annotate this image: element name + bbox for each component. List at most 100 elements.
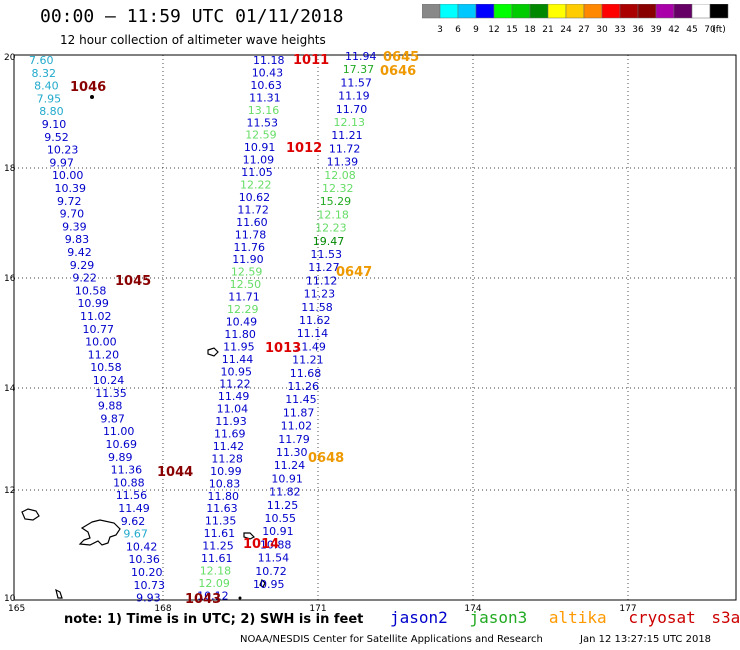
pass-time-label: 0646 [380,64,416,79]
wave-height-value: 10.83 [209,477,241,490]
wave-height-value: 11.62 [299,314,331,327]
color-swatch [691,4,711,19]
color-swatch [637,4,657,19]
wave-height-value: 10.20 [131,566,163,579]
legend-s3a: s3a [711,608,740,627]
wave-height-value: 15.29 [320,195,352,208]
wave-height-value: 10.88 [260,538,292,551]
color-swatch [457,4,477,19]
pass-time-label: 1044 [157,465,193,480]
wave-height-value: 11.31 [249,91,281,104]
pass-time-label: 1045 [115,274,151,289]
pass-time-label: 0645 [383,50,419,65]
color-scale-label: 9 [473,25,479,35]
wave-height-value: 11.49 [294,340,326,353]
wave-height-value: 10.42 [126,540,157,553]
wave-height-value: 11.09 [243,154,275,167]
wave-height-value: 11.02 [281,420,313,433]
wave-height-value: 9.42 [67,246,92,259]
pass-time-label: 1011 [293,53,329,68]
wave-height-value: 11.68 [290,367,322,380]
color-scale-label: 15 [506,25,517,35]
color-swatch [475,4,495,19]
wave-height-value: 11.12 [306,274,338,287]
color-swatch [709,4,729,19]
color-scale-label: 27 [578,25,589,35]
color-swatch [619,4,639,19]
wave-height-value: 8.40 [34,80,59,93]
wave-height-value: 11.20 [88,348,120,361]
wave-height-value: 9.70 [60,208,85,221]
latitude-tick-label: 20 [4,53,16,63]
wave-height-value: 10.00 [52,169,83,182]
color-swatch [673,4,693,19]
color-swatch [529,4,549,19]
wave-height-value: 12.23 [315,222,347,235]
pass-time-label: 0647 [336,265,372,280]
wave-height-value: 10.55 [265,512,297,525]
wave-height-value: 11.05 [241,166,272,179]
color-scale-label: 42 [668,25,679,35]
pass-time-label: 1046 [70,80,106,95]
wave-height-value: 9.62 [121,515,146,528]
wave-height-value: 11.28 [211,452,243,465]
wave-height-value: 12.13 [334,116,366,129]
wave-height-value: 11.54 [258,552,290,565]
color-swatch [655,4,675,19]
island-dot [90,95,94,99]
latitude-tick-label: 18 [4,164,16,174]
color-scale-label: 45 [686,25,697,35]
wave-height-value: 11.61 [204,527,236,540]
wave-height-value: 9.52 [44,131,69,144]
wave-height-value: 11.71 [228,291,259,304]
wave-height-value: 12.18 [200,564,232,577]
wave-height-value: 10.99 [77,297,109,310]
wave-height-value: 9.87 [100,412,125,425]
wave-height-value: 11.61 [201,552,233,565]
wave-height-value: 10.49 [226,315,258,328]
wave-height-value: 10.00 [85,336,117,349]
wave-height-value: 11.80 [208,490,240,503]
map-title: 00:00 – 11:59 UTC 01/11/2018 [40,6,344,27]
wave-height-value: 11.53 [311,248,343,261]
wave-height-value: 9.97 [49,156,74,169]
wave-height-value: 10.58 [75,284,107,297]
wave-height-value: 10.62 [239,191,271,204]
wave-height-value: 11.45 [285,393,317,406]
wave-height-value: 11.25 [202,540,234,553]
wave-height-value: 12.59 [245,129,277,142]
wave-height-value: 11.87 [283,406,315,419]
color-swatch [422,4,441,19]
wave-height-value: 9.83 [65,233,90,246]
wave-height-value: 10.99 [210,465,242,478]
pass-time-label: 1012 [286,141,322,156]
wave-height-value: 11.21 [292,354,324,367]
wave-height-value: 11.76 [234,241,266,254]
wave-height-value: 10.72 [255,565,286,578]
wave-height-value: 10.36 [128,553,160,566]
generation-timestamp: Jan 12 13:27:15 UTC 2018 [580,634,712,645]
wave-height-value: 10.23 [47,144,79,157]
track-values: 7.608.328.407.958.809.109.5210.239.9710.… [29,50,377,605]
longitude-tick-label: 165 [8,604,25,614]
latitude-tick-label: 12 [4,486,15,496]
wave-height-value: 11.25 [267,499,299,512]
wave-height-value: 10.95 [253,578,285,591]
wave-height-value: 11.19 [338,90,370,103]
wave-height-value: 12.50 [230,278,262,291]
wave-height-value: 11.72 [237,203,269,216]
wave-height-value: 11.36 [111,464,143,477]
wave-height-value: 12.18 [317,208,349,221]
wave-height-value: 10.39 [55,182,87,195]
wave-height-value: 11.18 [253,54,285,67]
wave-height-value: 8.80 [39,105,64,118]
color-scale-label: 3 [437,25,443,35]
wave-height-value: 7.60 [29,54,54,67]
pass-time-label: 0648 [308,451,344,466]
wave-height-value: 17.37 [343,63,375,76]
wave-height-value: 11.78 [235,228,266,241]
wave-height-value: 19.47 [313,235,345,248]
wave-height-value: 11.56 [116,489,148,502]
